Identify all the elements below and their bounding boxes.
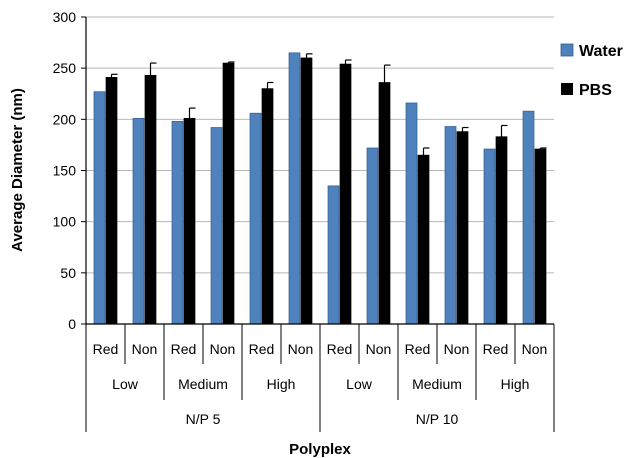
subgroup-label: Low [346,376,373,392]
legend: Water PBS [560,43,623,99]
bar-pbs [534,148,547,325]
category-label: Non [366,341,392,357]
subgroup-label: Low [112,376,139,392]
bar-pbs [339,63,352,325]
bar-pbs [456,131,469,325]
category-label: Non [288,341,314,357]
bars [93,52,547,325]
bar-water [249,112,262,325]
category-label: Non [522,341,548,357]
y-tick-label: 150 [53,163,77,179]
category-label: Non [444,341,470,357]
bar-pbs [144,74,157,325]
bar-pbs [105,77,118,325]
bar-water [483,148,496,325]
legend-swatch-water [560,43,574,57]
legend-label-pbs: PBS [579,82,612,99]
subgroup-label: High [501,376,530,392]
bar-pbs [300,57,313,325]
x-axis-title: Polyplex [289,441,351,458]
gridlines [81,16,554,325]
y-tick-labels: 0 50 100 150 200 250 300 [53,9,77,332]
bar-pbs [495,136,508,325]
category-label: Red [171,341,197,357]
bar-water [210,127,223,325]
category-label: Non [210,341,236,357]
y-tick-label: 50 [60,265,76,281]
legend-label-water: Water [579,43,623,60]
bar-pbs [417,154,430,325]
category-label: Red [93,341,119,357]
bar-water [327,185,340,325]
category-label: Non [132,341,158,357]
bar-pbs [261,88,274,325]
bar-water [405,102,418,325]
subgroup-label: Medium [178,376,228,392]
category-label: Red [249,341,275,357]
bar-pbs [222,62,235,325]
y-tick-label: 250 [53,60,77,76]
y-axis-title: Average Diameter (nm) [9,88,26,252]
group-label: N/P 5 [186,411,221,427]
y-tick-label: 0 [68,316,76,332]
subgroup-label: High [267,376,296,392]
y-tick-label: 200 [53,111,77,127]
category-labels: Red Non Red Non Red Non Red Non Red Non Red Non Low M… [85,324,555,432]
bar-water [522,110,535,325]
bar-pbs [183,117,196,325]
legend-swatch-pbs [561,83,573,95]
y-tick-label: 300 [53,9,77,25]
bar-pbs [378,82,391,325]
category-label: Red [327,341,353,357]
bar-water [171,121,184,325]
bar-water [132,117,145,325]
bar-water [288,52,301,325]
bar-water [444,126,457,325]
group-label: N/P 10 [416,411,459,427]
category-label: Red [405,341,431,357]
y-tick-label: 100 [53,214,77,230]
category-label: Red [483,341,509,357]
bar-water [366,147,379,325]
subgroup-label: Medium [412,376,462,392]
bar-water [93,91,106,325]
